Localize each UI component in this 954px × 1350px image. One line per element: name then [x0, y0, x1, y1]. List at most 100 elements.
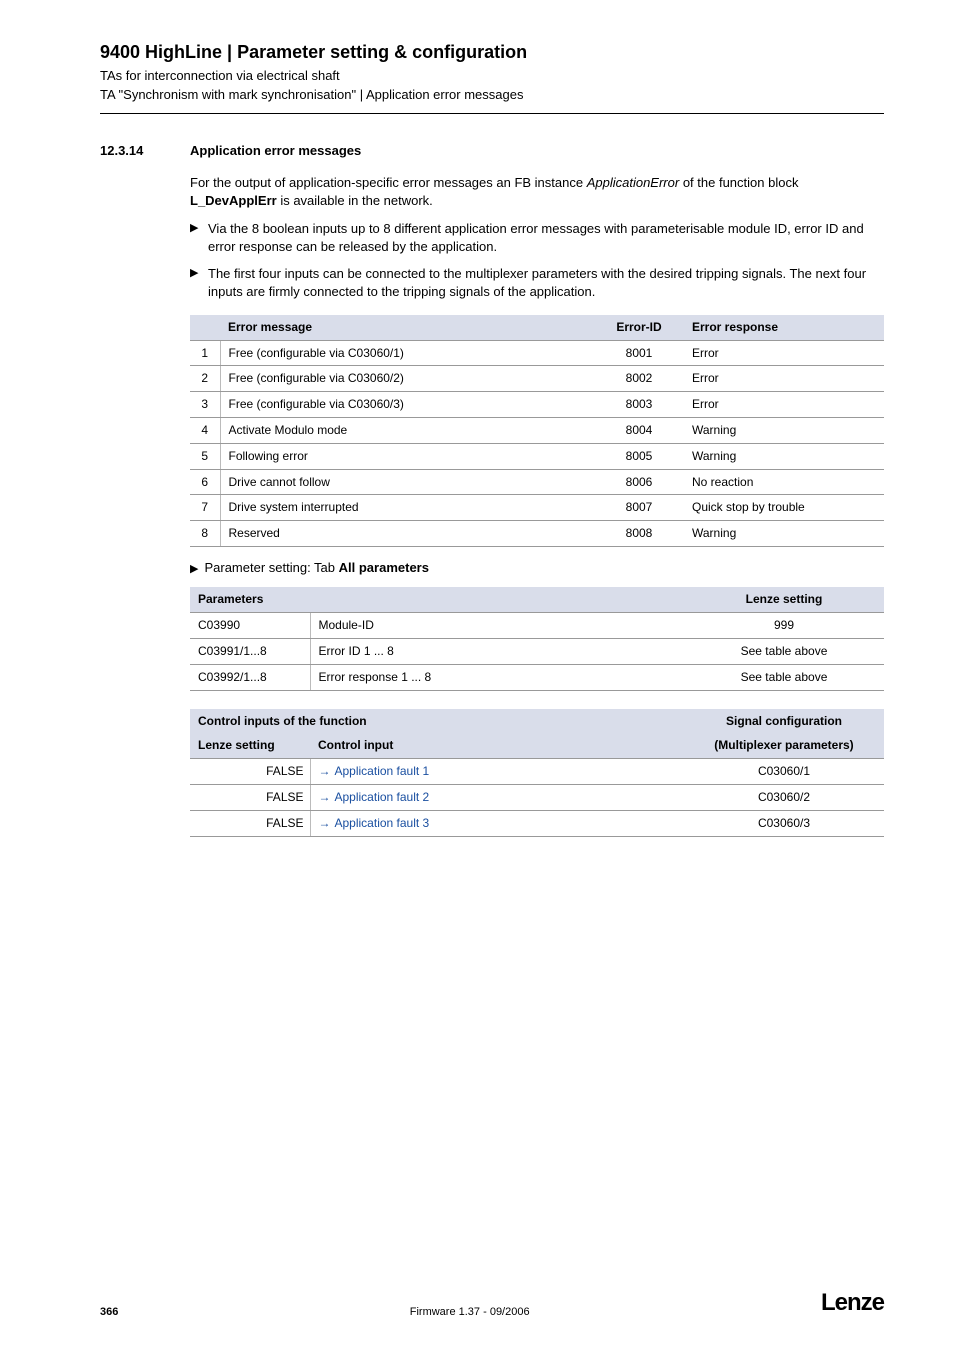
- table-row: 7Drive system interrupted8007Quick stop …: [190, 495, 884, 521]
- row-number: 3: [190, 392, 220, 418]
- ci-header-top-left: Control inputs of the function: [190, 709, 684, 734]
- row-errid: 8002: [594, 366, 684, 392]
- intro-paragraph: For the output of application-specific e…: [190, 174, 884, 210]
- table-row: 2Free (configurable via C03060/2)8002Err…: [190, 366, 884, 392]
- row-number: 7: [190, 495, 220, 521]
- page-number: 366: [100, 1305, 118, 1320]
- ci-lenze: FALSE: [190, 785, 310, 811]
- table-row: FALSEApplication fault 3C03060/3: [190, 810, 884, 836]
- page-footer: 366 Firmware 1.37 - 09/2006 Lenze: [100, 1286, 884, 1320]
- param-setting-pre: Parameter setting: Tab: [204, 560, 338, 575]
- param-val: See table above: [684, 639, 884, 665]
- table-header-blank: [190, 315, 220, 340]
- section-number: 12.3.14: [100, 142, 190, 160]
- table-row: C03992/1...8Error response 1 ... 8See ta…: [190, 664, 884, 690]
- row-resp: No reaction: [684, 469, 884, 495]
- control-inputs-table: Control inputs of the function Signal co…: [190, 709, 884, 837]
- ci-link[interactable]: Application fault 1: [335, 764, 430, 778]
- param-code: C03991/1...8: [190, 639, 310, 665]
- intro-text-post: is available in the network.: [277, 193, 433, 208]
- row-number: 2: [190, 366, 220, 392]
- ci-lenze: FALSE: [190, 759, 310, 785]
- ci-lenze: FALSE: [190, 810, 310, 836]
- ci-signal: C03060/1: [684, 759, 884, 785]
- ci-input: Application fault 3: [310, 810, 684, 836]
- section-title: Application error messages: [190, 142, 361, 160]
- table-row: FALSE Application fault 2 C03060/2: [190, 785, 884, 811]
- param-val: 999: [684, 613, 884, 639]
- row-errid: 8001: [594, 340, 684, 366]
- param-setting-bold: All parameters: [339, 560, 429, 575]
- doc-title: 9400 HighLine | Parameter setting & conf…: [100, 40, 884, 65]
- param-desc: Module-ID: [310, 613, 684, 639]
- section-body: For the output of application-specific e…: [190, 174, 884, 837]
- row-errid: 8003: [594, 392, 684, 418]
- table-row: C03990Module-ID999: [190, 613, 884, 639]
- row-resp: Quick stop by trouble: [684, 495, 884, 521]
- param-val: See table above: [684, 664, 884, 690]
- row-errid: 8008: [594, 521, 684, 547]
- param-desc: Error response 1 ... 8: [310, 664, 684, 690]
- table-header-msg: Error message: [220, 315, 594, 340]
- row-errid: 8007: [594, 495, 684, 521]
- row-msg: Free (configurable via C03060/1): [220, 340, 594, 366]
- intro-text-pre: For the output of application-specific e…: [190, 175, 587, 190]
- intro-fb-name: ApplicationError: [587, 175, 680, 190]
- param-code: C03992/1...8: [190, 664, 310, 690]
- row-msg: Activate Modulo mode: [220, 418, 594, 444]
- table-header-param: Parameters: [190, 587, 684, 612]
- row-errid: 8006: [594, 469, 684, 495]
- ci-header-top-right: Signal configuration: [684, 709, 884, 734]
- row-resp: Warning: [684, 443, 884, 469]
- row-number: 8: [190, 521, 220, 547]
- row-msg: Following error: [220, 443, 594, 469]
- triangle-icon: [190, 560, 204, 575]
- ci-link[interactable]: Application fault 3: [335, 816, 430, 830]
- ci-header-mux: (Multiplexer parameters): [684, 733, 884, 758]
- row-msg: Drive cannot follow: [220, 469, 594, 495]
- row-msg: Free (configurable via C03060/2): [220, 366, 594, 392]
- row-errid: 8005: [594, 443, 684, 469]
- table-row: FALSE Application fault 1 C03060/1: [190, 759, 884, 785]
- header-rule: [100, 113, 884, 114]
- bullet-item: The first four inputs can be connected t…: [190, 265, 884, 301]
- param-code: C03990: [190, 613, 310, 639]
- row-msg: Reserved: [220, 521, 594, 547]
- bullet-item: Via the 8 boolean inputs up to 8 differe…: [190, 220, 884, 256]
- doc-subtitle-2: TA "Synchronism with mark synchronisatio…: [100, 86, 884, 104]
- param-setting-line: Parameter setting: Tab All parameters: [190, 559, 884, 577]
- row-resp: Error: [684, 340, 884, 366]
- ci-header-lenze: Lenze setting: [190, 733, 310, 758]
- param-desc: Error ID 1 ... 8: [310, 639, 684, 665]
- bullet-list: Via the 8 boolean inputs up to 8 differe…: [190, 220, 884, 301]
- arrow-icon: [319, 764, 335, 778]
- row-errid: 8004: [594, 418, 684, 444]
- lenze-logo: Lenze: [821, 1286, 884, 1320]
- arrow-icon: [319, 816, 335, 830]
- page-header: 9400 HighLine | Parameter setting & conf…: [100, 40, 884, 114]
- table-row: 3Free (configurable via C03060/3)8003Err…: [190, 392, 884, 418]
- table-row: 1Free (configurable via C03060/1)8001Err…: [190, 340, 884, 366]
- row-resp: Error: [684, 366, 884, 392]
- section-heading: 12.3.14 Application error messages: [100, 142, 884, 160]
- parameters-table: Parameters Lenze setting C03990Module-ID…: [190, 587, 884, 690]
- table-row: 5Following error8005Warning: [190, 443, 884, 469]
- ci-header-ci: Control input: [310, 733, 684, 758]
- row-number: 4: [190, 418, 220, 444]
- arrow-icon: [319, 790, 335, 804]
- table-header-lenze: Lenze setting: [684, 587, 884, 612]
- row-number: 1: [190, 340, 220, 366]
- ci-input: Application fault 2: [310, 785, 684, 811]
- row-resp: Warning: [684, 418, 884, 444]
- ci-link[interactable]: Application fault 2: [335, 790, 430, 804]
- ci-signal: C03060/2: [684, 785, 884, 811]
- row-resp: Error: [684, 392, 884, 418]
- ci-input: Application fault 1: [310, 759, 684, 785]
- row-resp: Warning: [684, 521, 884, 547]
- row-msg: Drive system interrupted: [220, 495, 594, 521]
- table-row: 4Activate Modulo mode8004Warning: [190, 418, 884, 444]
- row-number: 6: [190, 469, 220, 495]
- doc-subtitle-1: TAs for interconnection via electrical s…: [100, 67, 884, 85]
- table-header-resp: Error response: [684, 315, 884, 340]
- table-row: 6Drive cannot follow8006No reaction: [190, 469, 884, 495]
